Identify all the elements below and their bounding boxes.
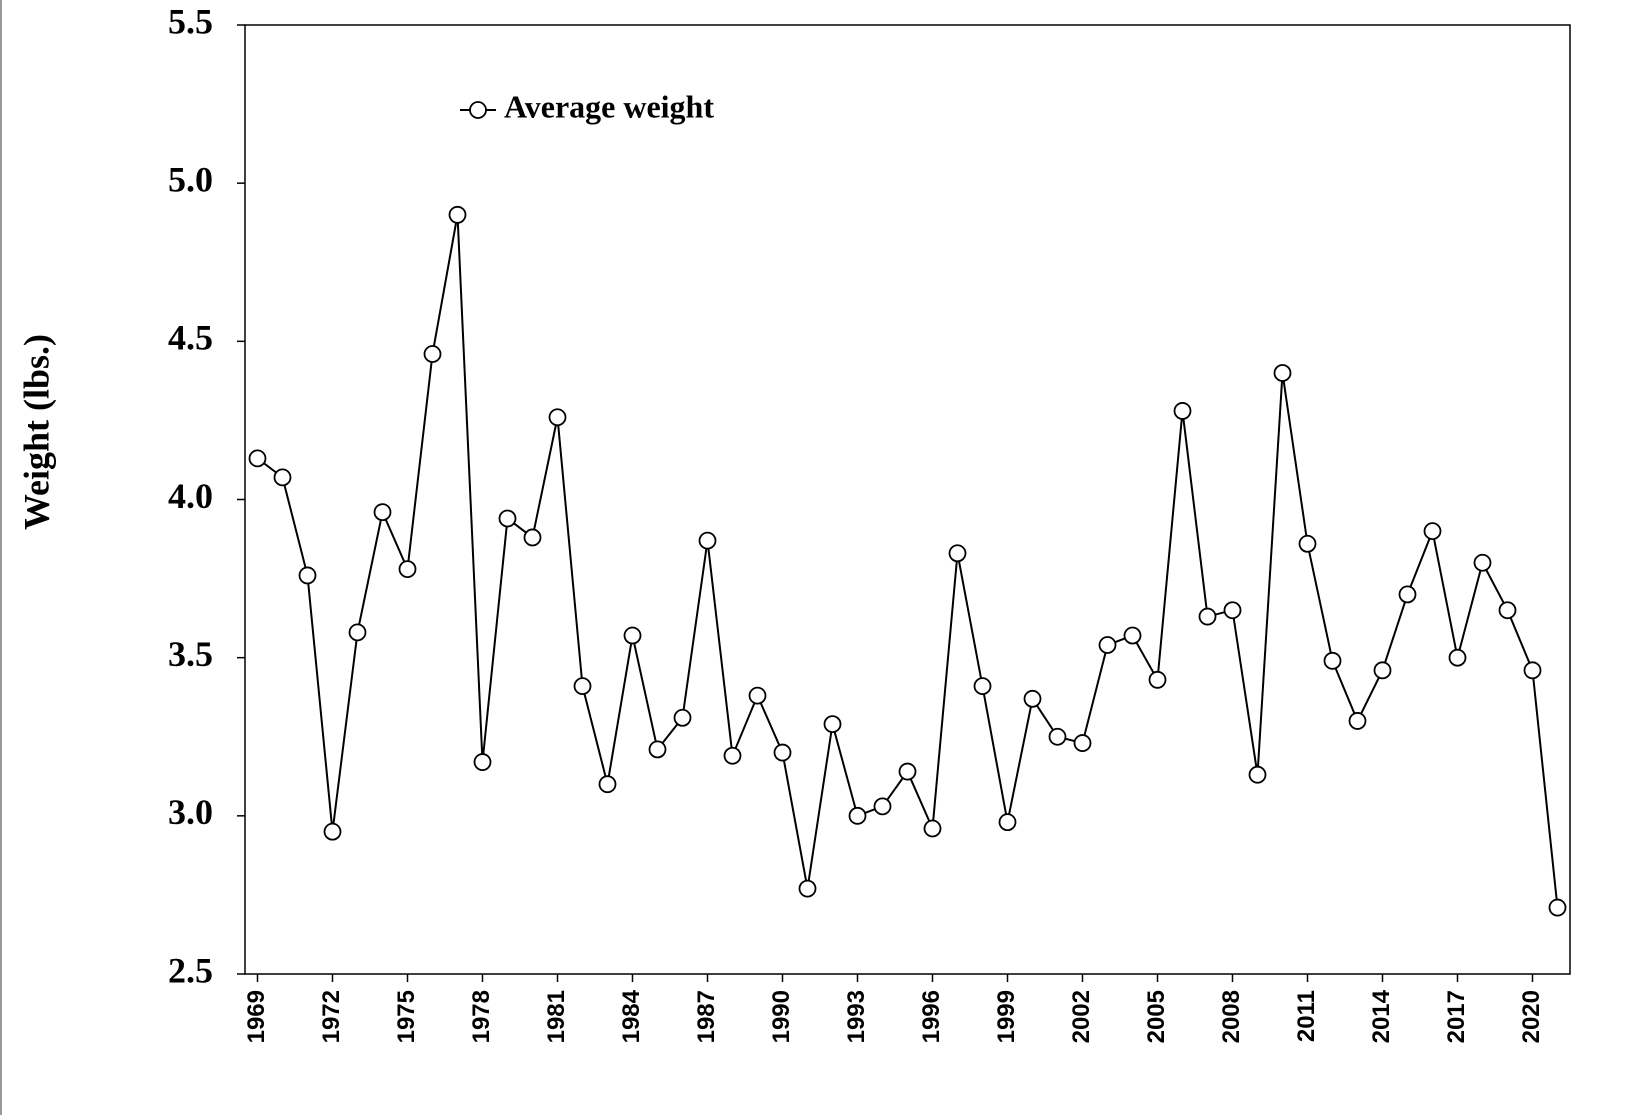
data-line: [256, 214, 1559, 908]
data-point: [823, 715, 842, 733]
x-tick-label: 1978: [468, 990, 495, 1043]
x-tick-label: 1996: [918, 990, 945, 1043]
x-tick-label: 1984: [618, 989, 645, 1043]
x-tick-label: 1999: [993, 990, 1020, 1043]
data-point: [1323, 651, 1342, 670]
data-point: [1548, 898, 1567, 917]
data-point: [873, 797, 892, 816]
data-point: [523, 528, 542, 547]
data-point: [1073, 734, 1092, 752]
data-point: [998, 813, 1017, 832]
x-tick-label: 1969: [243, 990, 270, 1043]
x-tick-label: 2008: [1218, 990, 1245, 1043]
data-point: [1173, 402, 1192, 420]
data-point: [898, 762, 917, 781]
data-point: [1123, 626, 1142, 645]
data-point: [798, 879, 817, 898]
data-point: [1398, 585, 1417, 604]
data-point: [1048, 727, 1067, 746]
data-point: [348, 623, 367, 642]
y-tick-label: 4.0: [168, 476, 213, 516]
data-point: [1098, 636, 1117, 654]
data-point: [1023, 689, 1042, 708]
x-tick-label: 1975: [393, 990, 420, 1043]
data-point: [273, 468, 292, 487]
data-point: [948, 544, 967, 563]
data-point: [1423, 522, 1442, 541]
data-point: [323, 822, 342, 841]
x-tick-label: 1990: [768, 990, 795, 1043]
data-point: [598, 775, 617, 794]
data-point: [498, 509, 517, 528]
data-point: [1448, 648, 1467, 667]
y-tick-label: 3.5: [168, 634, 213, 674]
x-tick-label: 2020: [1518, 990, 1545, 1043]
data-point: [673, 708, 692, 727]
x-tick-label: 2017: [1443, 990, 1470, 1043]
data-point: [448, 205, 467, 224]
y-tick-label: 2.5: [168, 950, 213, 990]
x-tick-label: 2014: [1368, 989, 1395, 1043]
data-point: [723, 746, 742, 765]
x-tick-label: 2002: [1068, 990, 1095, 1043]
x-tick-label: 1972: [318, 990, 345, 1043]
data-point: [1223, 601, 1242, 620]
x-tick-label: 1993: [843, 990, 870, 1043]
y-tick-label: 4.5: [168, 318, 213, 358]
data-point: [773, 743, 792, 762]
x-tick-label: 1981: [543, 990, 570, 1043]
plot-frame: [244, 24, 1571, 975]
x-tick-label: 2011: [1293, 990, 1320, 1042]
data-point: [1298, 534, 1317, 553]
data-point: [1373, 661, 1392, 680]
data-point: [748, 686, 767, 705]
data-point: [648, 740, 667, 759]
data-point: [373, 503, 392, 522]
data-point: [923, 819, 942, 838]
data-point: [698, 531, 717, 550]
data-point: [573, 677, 592, 696]
data-point: [1498, 601, 1517, 620]
y-axis-label: Weight (lbs.): [16, 334, 56, 530]
data-point: [1473, 553, 1492, 572]
data-point: [423, 345, 442, 363]
legend-marker: [469, 101, 487, 119]
x-tick-label: 1987: [693, 990, 720, 1043]
data-point: [398, 560, 417, 578]
data-point: [548, 408, 567, 427]
x-tick-label: 2005: [1143, 990, 1170, 1043]
data-point: [1348, 712, 1367, 730]
data-point: [1198, 607, 1217, 626]
y-tick-label: 5.0: [168, 159, 213, 199]
data-point: [848, 806, 867, 825]
data-point: [1148, 670, 1167, 689]
data-point: [473, 753, 492, 771]
data-point: [1273, 364, 1292, 382]
data-point: [248, 449, 267, 468]
data-point: [623, 626, 642, 645]
data-point: [1248, 765, 1267, 784]
legend-label: Average weight: [504, 88, 714, 124]
data-point: [298, 566, 317, 585]
data-point: [973, 677, 992, 696]
y-tick-label: 3.0: [168, 792, 213, 832]
data-point: [1523, 661, 1542, 680]
y-tick-label: 5.5: [168, 1, 213, 41]
